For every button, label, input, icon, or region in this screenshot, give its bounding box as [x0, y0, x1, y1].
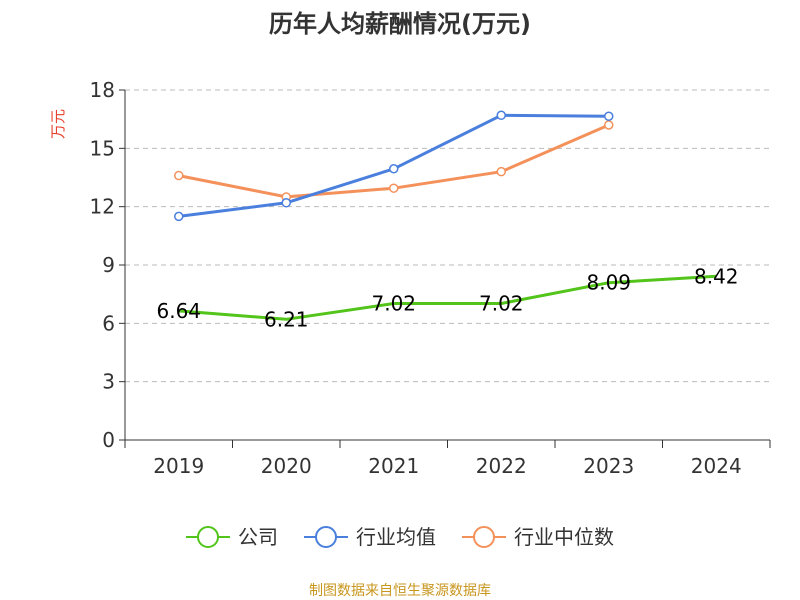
x-tick-label: 2023 — [583, 454, 634, 478]
series-1-point — [389, 164, 399, 174]
series-1-point — [281, 198, 291, 208]
legend-swatch-marker — [473, 526, 495, 548]
data-label: 6.64 — [156, 299, 201, 323]
y-tick-label: 3 — [102, 370, 115, 394]
y-tick-label: 9 — [102, 253, 115, 277]
legend-item[interactable]: 公司 — [186, 525, 278, 549]
series-2-point — [496, 166, 506, 177]
legend-label: 行业中位数 — [514, 525, 614, 549]
legend-label: 公司 — [238, 525, 278, 549]
series-1-point — [604, 111, 614, 121]
x-tick-label: 2024 — [691, 454, 742, 478]
data-label: 8.42 — [694, 264, 739, 288]
y-axis-label: 万元 — [49, 109, 67, 139]
legend-item[interactable]: 行业均值 — [304, 525, 436, 549]
data-label: 7.02 — [371, 292, 416, 316]
series-2-point — [389, 183, 399, 193]
y-tick-label: 12 — [90, 195, 115, 219]
legend[interactable]: 公司 行业均值 行业中位数 — [186, 525, 614, 549]
x-tick-label: 2022 — [476, 454, 527, 478]
series-layer — [174, 110, 717, 321]
y-tick-label: 18 — [90, 78, 115, 102]
x-tick-label: 2019 — [153, 454, 204, 478]
y-tick-label: 15 — [90, 136, 115, 160]
legend-item[interactable]: 行业中位数 — [462, 525, 614, 549]
gridlines — [125, 89, 770, 383]
series-1-point — [496, 110, 506, 121]
y-tick-label: 6 — [102, 311, 115, 335]
legend-label: 行业均值 — [356, 525, 436, 549]
axes: 0 3 6 9 12 15 18 2019 2020 2021 2022 2023 2024 — [90, 78, 771, 478]
series-1-point — [174, 211, 184, 222]
y-tick-label: 0 — [102, 428, 115, 452]
series-0-line — [178, 274, 717, 321]
series-2-point — [174, 170, 184, 181]
source-note: 制图数据来自恒生聚源数据库 — [309, 583, 491, 599]
legend-swatch-marker — [315, 526, 337, 548]
x-tick-label: 2020 — [261, 454, 312, 478]
data-label: 8.09 — [586, 271, 631, 295]
chart-title: 历年人均薪酬情况(万元) — [269, 10, 531, 38]
data-label: 6.21 — [264, 307, 309, 331]
x-tick-label: 2021 — [368, 454, 419, 478]
series-2-point — [604, 120, 614, 130]
legend-swatch-marker — [197, 526, 219, 548]
data-labels: 6.64 6.21 7.02 7.02 8.09 8.42 — [156, 264, 738, 331]
data-label: 7.02 — [479, 292, 524, 316]
